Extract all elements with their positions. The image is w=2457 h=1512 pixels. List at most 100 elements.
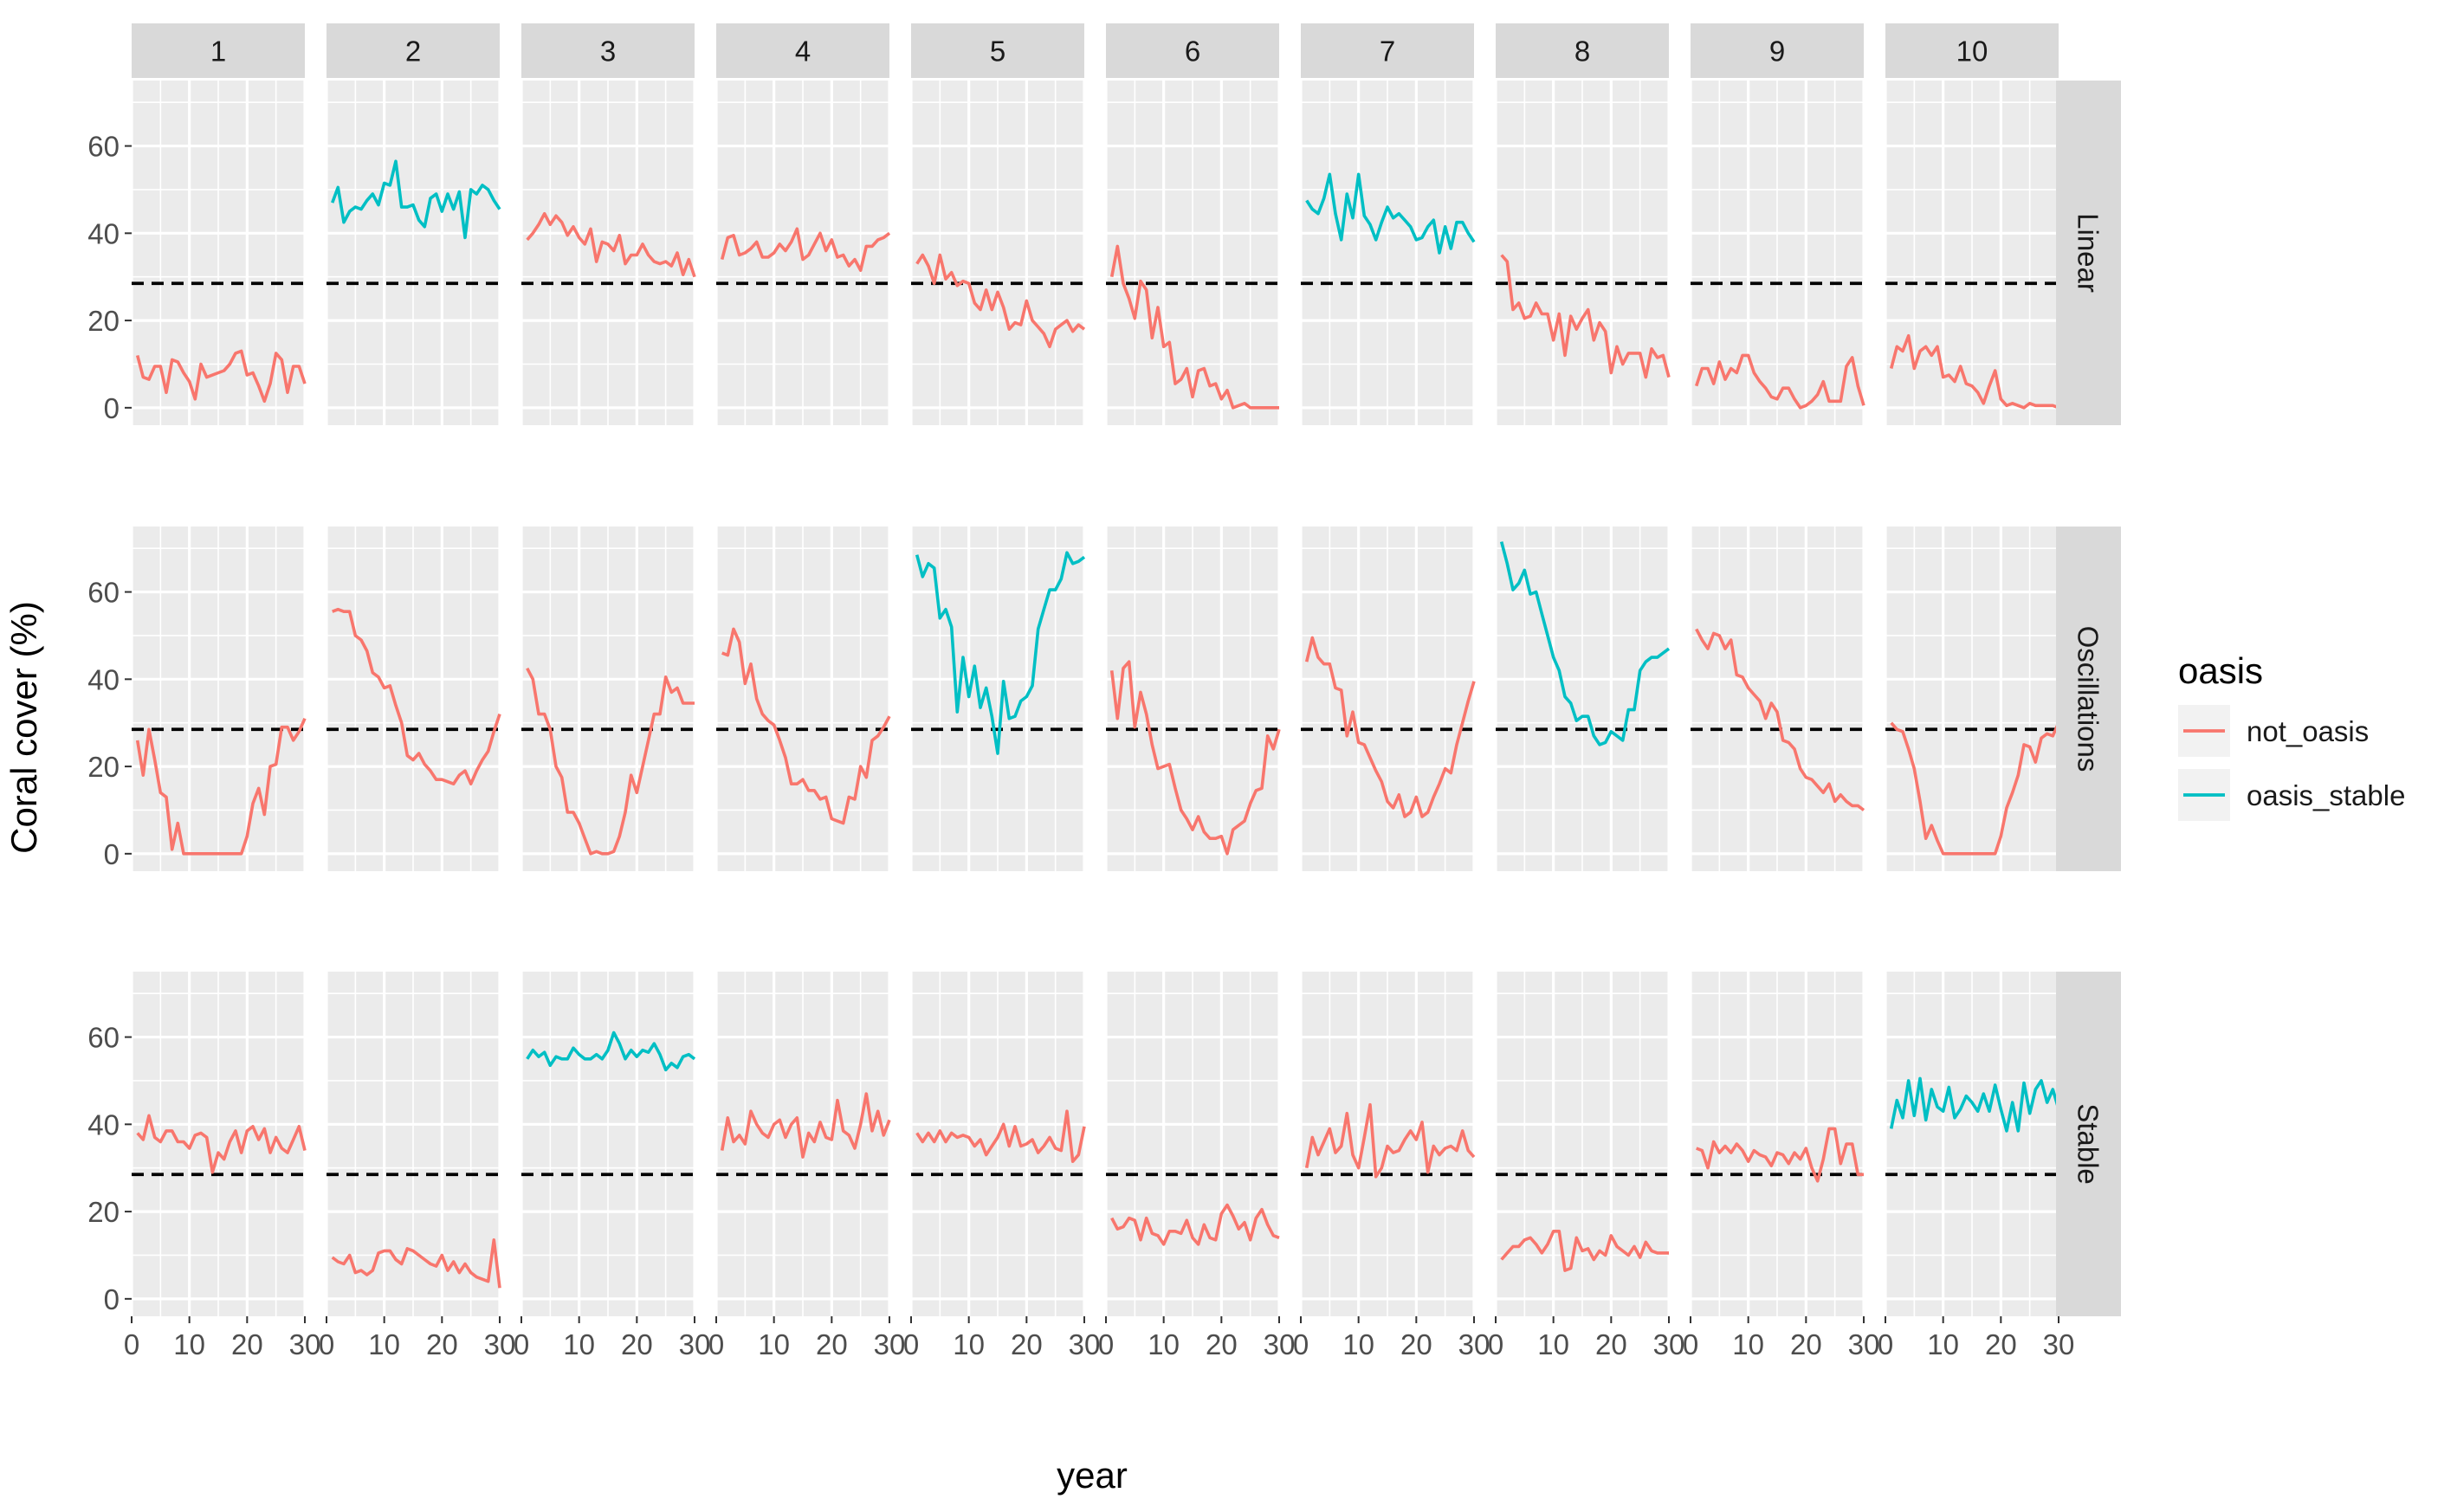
panel-linear-3 bbox=[521, 81, 695, 425]
row-strip-label: Stable bbox=[2072, 1103, 2105, 1185]
panel-stable-9 bbox=[1691, 972, 1864, 1316]
panel-oscillations-5 bbox=[911, 527, 1084, 871]
y-tick-label: 60 bbox=[87, 131, 120, 163]
legend-label: oasis_stable bbox=[2247, 779, 2405, 811]
panel-linear-4 bbox=[716, 81, 889, 425]
x-tick-label: 10 bbox=[953, 1328, 985, 1360]
x-tick-label: 20 bbox=[1595, 1328, 1627, 1360]
panel-stable-8 bbox=[1496, 972, 1669, 1316]
legend-title: oasis bbox=[2178, 650, 2263, 691]
y-tick-label: 20 bbox=[87, 751, 120, 783]
column-strip-label: 6 bbox=[1185, 36, 1200, 68]
column-strip-label: 2 bbox=[405, 36, 421, 68]
panel-stable-6 bbox=[1106, 972, 1279, 1316]
x-tick-label: 10 bbox=[1927, 1328, 1959, 1360]
row-strip-label: Linear bbox=[2072, 213, 2105, 293]
legend: oasis not_oasis oasis_stable bbox=[2178, 650, 2405, 821]
x-tick-label: 10 bbox=[1732, 1328, 1764, 1360]
panel-oscillations-2 bbox=[327, 527, 500, 871]
panel-linear-9 bbox=[1691, 81, 1864, 425]
x-tick-label: 20 bbox=[1400, 1328, 1432, 1360]
y-tick-label: 20 bbox=[87, 1196, 120, 1228]
x-tick-label: 0 bbox=[1098, 1328, 1114, 1360]
x-tick-label: 20 bbox=[621, 1328, 653, 1360]
column-strip-label: 9 bbox=[1769, 36, 1785, 68]
x-tick-label: 20 bbox=[1011, 1328, 1043, 1360]
x-tick-label: 10 bbox=[758, 1328, 790, 1360]
x-tick-label: 0 bbox=[708, 1328, 724, 1360]
x-tick-label: 10 bbox=[1148, 1328, 1180, 1360]
y-tick-label: 60 bbox=[87, 1022, 120, 1054]
x-tick-label: 10 bbox=[368, 1328, 400, 1360]
panel-linear-1 bbox=[132, 81, 305, 425]
x-tick-label: 20 bbox=[231, 1328, 263, 1360]
x-tick-label: 0 bbox=[124, 1328, 139, 1360]
x-tick-label: 0 bbox=[514, 1328, 529, 1360]
panel-stable-10 bbox=[1885, 972, 2059, 1316]
column-strip-label: 5 bbox=[990, 36, 1005, 68]
x-tick-label: 10 bbox=[1537, 1328, 1569, 1360]
column-strip-label: 4 bbox=[795, 36, 811, 68]
column-strip-label: 10 bbox=[1956, 36, 1988, 68]
x-tick-label: 10 bbox=[1342, 1328, 1374, 1360]
panel-stable-5 bbox=[911, 972, 1084, 1316]
x-tick-label: 30 bbox=[1848, 1328, 1880, 1360]
x-tick-label: 30 bbox=[1458, 1328, 1490, 1360]
legend-item-not_oasis: not_oasis bbox=[2178, 705, 2369, 757]
panel-oscillations-10 bbox=[1885, 527, 2059, 871]
x-tick-label: 0 bbox=[319, 1328, 334, 1360]
x-tick-label: 10 bbox=[563, 1328, 595, 1360]
panel-linear-6 bbox=[1106, 81, 1279, 425]
x-tick-label: 20 bbox=[1985, 1328, 2017, 1360]
x-tick-label: 0 bbox=[903, 1328, 919, 1360]
x-tick-label: 20 bbox=[1790, 1328, 1822, 1360]
panel-stable-7 bbox=[1301, 972, 1474, 1316]
x-tick-label: 0 bbox=[1878, 1328, 1893, 1360]
y-tick-label: 0 bbox=[104, 1283, 120, 1315]
y-axis-title: Coral cover (%) bbox=[3, 601, 44, 854]
panel-linear-10 bbox=[1885, 81, 2059, 425]
x-tick-label: 30 bbox=[484, 1328, 516, 1360]
y-tick-label: 40 bbox=[87, 663, 120, 695]
x-tick-label: 20 bbox=[1206, 1328, 1238, 1360]
y-tick-label: 40 bbox=[87, 217, 120, 249]
x-tick-label: 30 bbox=[1264, 1328, 1296, 1360]
panel-oscillations-1 bbox=[132, 527, 305, 871]
legend-label: not_oasis bbox=[2247, 715, 2369, 747]
panel-oscillations-3 bbox=[521, 527, 695, 871]
x-tick-label: 0 bbox=[1293, 1328, 1309, 1360]
x-tick-label: 30 bbox=[1653, 1328, 1685, 1360]
y-tick-label: 0 bbox=[104, 838, 120, 870]
x-tick-label: 20 bbox=[426, 1328, 458, 1360]
x-tick-label: 30 bbox=[2043, 1328, 2075, 1360]
panel-oscillations-6 bbox=[1106, 527, 1279, 871]
x-axis-title: year bbox=[1057, 1455, 1128, 1496]
panel-linear-2 bbox=[327, 81, 500, 425]
y-tick-label: 0 bbox=[104, 392, 120, 424]
x-tick-label: 10 bbox=[173, 1328, 205, 1360]
panel-oscillations-4 bbox=[716, 527, 889, 871]
panel-linear-7 bbox=[1301, 81, 1474, 425]
legend-item-oasis_stable: oasis_stable bbox=[2178, 769, 2405, 821]
x-tick-label: 30 bbox=[1069, 1328, 1101, 1360]
x-tick-label: 30 bbox=[289, 1328, 321, 1360]
y-tick-label: 20 bbox=[87, 305, 120, 337]
panel-linear-8 bbox=[1496, 81, 1669, 425]
y-tick-label: 40 bbox=[87, 1108, 120, 1140]
panel-stable-3 bbox=[521, 972, 695, 1316]
x-tick-label: 0 bbox=[1488, 1328, 1503, 1360]
panel-linear-5 bbox=[911, 81, 1084, 425]
panel-stable-4 bbox=[716, 972, 889, 1316]
y-tick-label: 60 bbox=[87, 577, 120, 609]
column-strip-label: 1 bbox=[210, 36, 226, 68]
panel-stable-1 bbox=[132, 972, 305, 1316]
panel-oscillations-8 bbox=[1496, 527, 1669, 871]
x-tick-label: 0 bbox=[1683, 1328, 1698, 1360]
column-strip-label: 8 bbox=[1574, 36, 1590, 68]
x-tick-label: 30 bbox=[874, 1328, 906, 1360]
x-tick-label: 20 bbox=[816, 1328, 848, 1360]
x-tick-label: 30 bbox=[679, 1328, 711, 1360]
column-strip-label: 3 bbox=[600, 36, 616, 68]
